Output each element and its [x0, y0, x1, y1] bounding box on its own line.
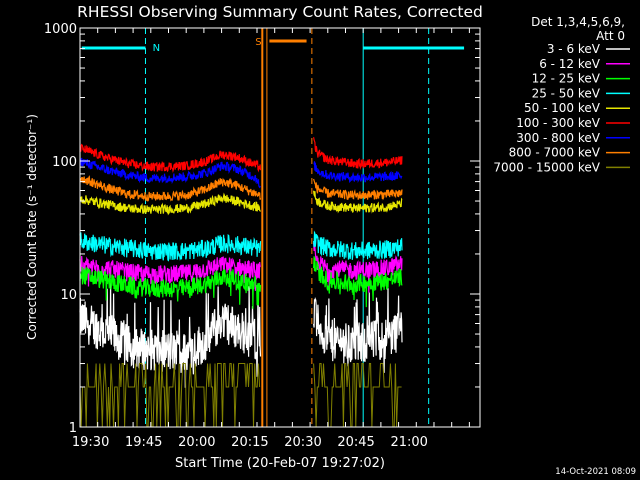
- series-2-b: [313, 256, 403, 308]
- x-tick-label-0: 19:30: [72, 435, 109, 450]
- chart-title: RHESSI Observing Summary Count Rates, Co…: [77, 3, 483, 21]
- legend-label-2: 12 - 25 keV: [532, 72, 601, 86]
- series-7-b: [313, 178, 403, 201]
- legend-label-5: 100 - 300 keV: [516, 116, 600, 130]
- y-tick-label-1: 10: [60, 288, 77, 303]
- y-tick-label-2: 100: [52, 155, 77, 170]
- series-4-b: [313, 190, 403, 214]
- legend-header-line-1: Det 1,3,4,5,6,9,: [531, 15, 625, 29]
- series-0-b: [313, 288, 403, 373]
- series-1-b: [313, 242, 403, 293]
- series-0-a: [79, 281, 262, 388]
- y-axis-label: Corrected Count Rate (s⁻¹ detector⁻¹): [25, 114, 39, 340]
- series-4-a: [79, 192, 262, 216]
- x-tick-label-5: 20:45: [337, 435, 374, 450]
- legend-label-6: 300 - 800 keV: [516, 131, 600, 145]
- series-1-a: [79, 255, 262, 295]
- x-tick-label-2: 20:00: [178, 435, 215, 450]
- series-5-b: [313, 137, 403, 171]
- legend-label-1: 6 - 12 keV: [539, 57, 601, 71]
- legend-label-3: 25 - 50 keV: [532, 86, 601, 100]
- series-3-a: [79, 232, 262, 262]
- legend-header-line-2: Att 0: [596, 29, 625, 43]
- series-7-a: [79, 175, 262, 202]
- plot-frame: [79, 27, 481, 428]
- series-6-a: [79, 157, 261, 189]
- y-tick-label-3: 1000: [44, 22, 77, 37]
- legend-label-8: 7000 - 15000 keV: [493, 160, 600, 174]
- y-tick-label-0: 1: [69, 421, 77, 436]
- x-axis-label: Start Time (20-Feb-07 19:27:02): [175, 456, 385, 471]
- x-tick-label-6: 21:00: [390, 435, 427, 450]
- footer-date: 14-Oct-2021 08:09: [555, 467, 636, 477]
- series-8-b: [313, 363, 402, 428]
- series-8-a: [79, 363, 261, 428]
- legend-label-4: 50 - 100 keV: [524, 101, 601, 115]
- x-tick-label-4: 20:30: [284, 435, 321, 450]
- series-3-b: [313, 230, 403, 260]
- series-5-a: [79, 143, 262, 173]
- flag-label-n: N: [153, 43, 160, 54]
- series-2-a: [79, 266, 262, 309]
- legend-label-0: 3 - 6 keV: [547, 42, 601, 56]
- flag-label-s: S: [255, 37, 261, 48]
- x-tick-label-1: 19:45: [125, 435, 162, 450]
- legend-label-7: 800 - 7000 keV: [509, 146, 601, 160]
- x-tick-label-3: 20:15: [231, 435, 268, 450]
- series-6-b: [313, 161, 403, 184]
